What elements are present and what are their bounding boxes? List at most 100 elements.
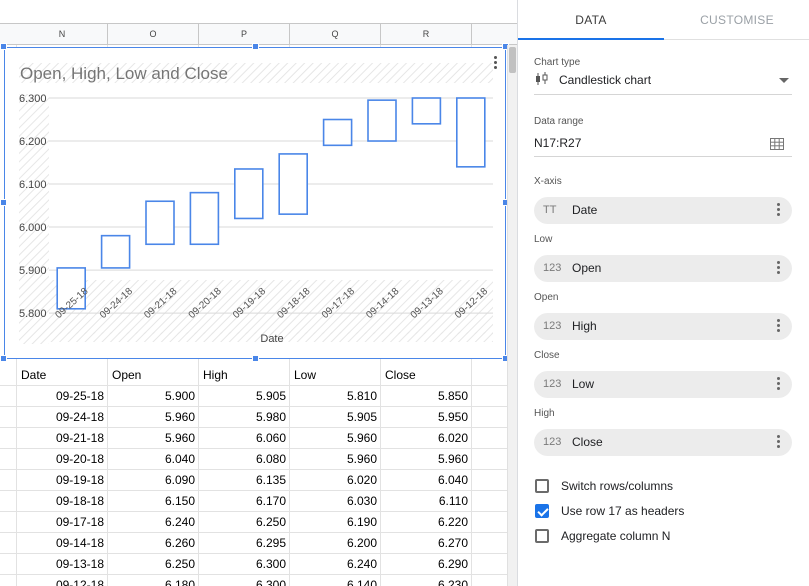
candle-09-19-18[interactable]	[234, 168, 264, 220]
column-header-n[interactable]: N	[17, 24, 108, 45]
table-cell[interactable]: 6.020	[346, 473, 377, 487]
table-cell[interactable]: 6.220	[437, 515, 468, 529]
candle-09-21-18[interactable]	[145, 200, 175, 246]
resize-handle-left[interactable]	[0, 199, 7, 206]
column-header-p[interactable]: P	[199, 24, 290, 45]
candle-09-20-18[interactable]	[189, 191, 220, 246]
table-cell[interactable]: 5.905	[255, 389, 286, 403]
table-cell[interactable]: 6.230	[437, 578, 468, 586]
vertical-scrollbar[interactable]	[507, 45, 517, 586]
column-header-r[interactable]: R	[381, 24, 472, 45]
table-cell[interactable]: 6.295	[255, 536, 286, 550]
grid-select-icon[interactable]	[770, 138, 784, 150]
table-cell[interactable]: 6.180	[164, 578, 195, 586]
table-cell[interactable]: 6.110	[438, 494, 468, 508]
switch-rows-columns-checkbox[interactable]	[535, 479, 549, 493]
table-cell[interactable]: 6.040	[437, 473, 468, 487]
table-cell[interactable]: 6.260	[164, 536, 195, 550]
table-cell[interactable]: 09-14-18	[55, 536, 104, 550]
use-row-headers-checkbox[interactable]	[535, 504, 549, 518]
table-cell[interactable]: 5.950	[437, 410, 468, 424]
table-cell[interactable]: 6.240	[164, 515, 195, 529]
open-field-chip[interactable]: 123 High	[534, 313, 792, 340]
more-vert-icon[interactable]	[776, 319, 782, 335]
table-header-date[interactable]: Date	[21, 368, 47, 382]
x-axis-field-chip[interactable]: TT Date	[534, 197, 792, 224]
table-cell[interactable]: 5.905	[346, 410, 377, 424]
table-cell[interactable]: 6.250	[164, 557, 195, 571]
candle-09-25-18[interactable]	[56, 267, 87, 310]
candle-09-18-18[interactable]	[278, 153, 309, 215]
chart-menu-icon[interactable]	[491, 54, 501, 72]
table-cell[interactable]: 6.140	[346, 578, 377, 586]
table-cell[interactable]: 09-25-18	[55, 389, 104, 403]
more-vert-icon[interactable]	[776, 261, 782, 277]
candle-09-14-18[interactable]	[367, 99, 397, 142]
table-cell[interactable]: 09-19-18	[55, 473, 104, 487]
table-cell[interactable]: 6.250	[255, 515, 286, 529]
table-cell[interactable]: 6.200	[346, 536, 377, 550]
chart-title[interactable]: Open, High, Low and Close	[20, 64, 228, 83]
column-header-o[interactable]: O	[108, 24, 199, 45]
table-cell[interactable]: 5.960	[346, 431, 377, 445]
candle-09-13-18[interactable]	[411, 97, 442, 125]
table-cell[interactable]: 6.240	[346, 557, 377, 571]
table-cell[interactable]: 6.080	[255, 452, 286, 466]
table-cell[interactable]: 6.020	[437, 431, 468, 445]
table-cell[interactable]: 6.030	[346, 494, 377, 508]
table-cell[interactable]: 6.190	[346, 515, 377, 529]
table-cell[interactable]: 6.135	[255, 473, 286, 487]
table-header-close[interactable]: Close	[385, 368, 416, 382]
table-cell[interactable]: 5.960	[164, 431, 195, 445]
resize-handle-top-left[interactable]	[0, 43, 7, 50]
table-cell[interactable]: 09-18-18	[55, 494, 104, 508]
resize-handle-top[interactable]	[252, 43, 259, 50]
table-cell[interactable]: 6.060	[255, 431, 286, 445]
more-vert-icon[interactable]	[776, 203, 782, 219]
more-vert-icon[interactable]	[776, 435, 782, 451]
tab-data[interactable]: DATA	[518, 0, 664, 40]
candle-09-24-18[interactable]	[100, 234, 131, 269]
more-vert-icon[interactable]	[776, 377, 782, 393]
table-cell[interactable]: 6.170	[255, 494, 286, 508]
table-cell[interactable]: 6.270	[437, 536, 468, 550]
table-cell[interactable]: 6.290	[437, 557, 468, 571]
tab-customise[interactable]: CUSTOMISE	[700, 13, 774, 27]
table-header-high[interactable]: High	[203, 368, 228, 382]
table-cell[interactable]: 09-12-18	[55, 578, 104, 586]
close-field-chip[interactable]: 123 Low	[534, 371, 792, 398]
table-cell[interactable]: 6.150	[164, 494, 195, 508]
candle-09-12-18[interactable]	[455, 97, 486, 168]
table-cell[interactable]: 6.300	[255, 578, 286, 586]
table-cell[interactable]: 09-17-18	[55, 515, 104, 529]
table-cell[interactable]: 09-21-18	[55, 431, 104, 445]
table-cell[interactable]: 6.040	[164, 452, 195, 466]
table-header-low[interactable]: Low	[294, 368, 317, 382]
table-cell[interactable]: 09-20-18	[55, 452, 104, 466]
table-cell[interactable]: 5.960	[437, 452, 468, 466]
switch-rows-columns-option[interactable]: Switch rows/columns	[534, 478, 792, 496]
x-axis-title[interactable]: Date	[260, 333, 283, 345]
high-field-chip[interactable]: 123 Close	[534, 429, 792, 456]
use-row-headers-option[interactable]: Use row 17 as headers	[534, 503, 792, 521]
table-cell[interactable]: 5.960	[164, 410, 195, 424]
scrollbar-thumb[interactable]	[509, 47, 516, 73]
table-header-open[interactable]: Open	[112, 368, 142, 382]
table-cell[interactable]: 6.300	[255, 557, 286, 571]
table-cell[interactable]: 5.960	[346, 452, 377, 466]
table-cell[interactable]: 5.900	[164, 389, 195, 403]
data-range-input[interactable]: N17:R27	[534, 133, 792, 155]
low-field-chip[interactable]: 123 Open	[534, 255, 792, 282]
table-cell[interactable]: 5.810	[346, 389, 377, 403]
table-cell[interactable]: 6.090	[164, 473, 195, 487]
candle-09-17-18[interactable]	[322, 118, 353, 147]
column-header-q[interactable]: Q	[290, 24, 381, 45]
table-cell[interactable]: 5.850	[437, 389, 468, 403]
chart-type-dropdown[interactable]: Candlestick chart	[534, 70, 792, 94]
aggregate-column-option[interactable]: Aggregate column N	[534, 528, 792, 546]
candlestick-chart[interactable]: Open, High, Low and Close Date 6.300 6.20…	[4, 47, 506, 359]
aggregate-column-checkbox[interactable]	[535, 529, 549, 543]
resize-handle-bottom[interactable]	[252, 355, 259, 362]
table-cell[interactable]: 5.980	[255, 410, 286, 424]
table-cell[interactable]: 09-13-18	[55, 557, 104, 571]
